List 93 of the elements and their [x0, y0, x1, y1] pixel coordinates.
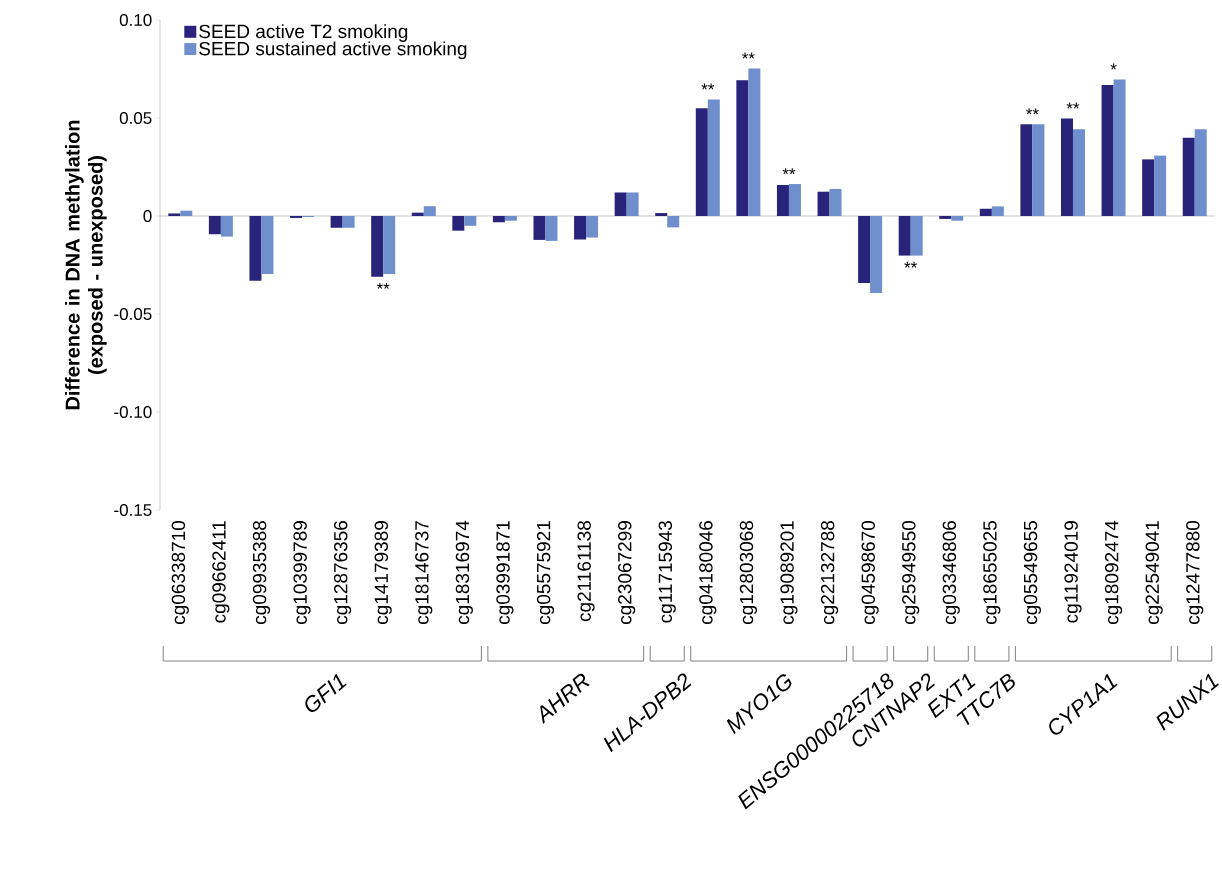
x-tick-label: cg25949550 — [902, 520, 920, 624]
bar — [858, 216, 871, 284]
x-tick-label: cg18092474 — [1104, 520, 1123, 624]
bar — [180, 210, 193, 216]
bar — [991, 206, 1004, 216]
bar — [788, 184, 801, 216]
annotation: ** — [1066, 102, 1080, 109]
y-tick-label: 0.05 — [119, 111, 152, 125]
bar — [939, 216, 952, 219]
x-tick-label: cg22132788 — [820, 521, 839, 624]
y-tick-label: -0.15 — [114, 503, 152, 517]
bar — [574, 216, 587, 240]
y-tick-label: -0.10 — [114, 405, 152, 419]
bar — [168, 213, 181, 216]
bar — [667, 216, 680, 228]
x-tick-label: cg05575921 — [536, 521, 555, 624]
bar — [586, 216, 599, 238]
x-tick-label: cg03991871 — [496, 521, 514, 624]
bar — [545, 216, 558, 241]
x-tick-label: cg12477880 — [1186, 520, 1204, 624]
bar — [626, 192, 639, 216]
bar — [504, 216, 517, 221]
x-tick-label: cg05549655 — [1023, 521, 1042, 624]
bar — [1072, 129, 1085, 216]
y-tick-label: 0.10 — [119, 13, 152, 27]
y-tick-label: 0 — [143, 209, 152, 223]
legend-label: SEED active T2 smoking — [199, 24, 408, 42]
bar — [330, 216, 343, 228]
x-tick-label: cg12876356 — [333, 521, 352, 624]
annotation: ** — [904, 261, 918, 268]
y-axis-title: Difference in DNA methylation (exposed - unexposed) — [64, 120, 107, 410]
x-tick-label: cg09935388 — [252, 521, 271, 624]
legend-label: SEED sustained active smoking — [199, 41, 467, 60]
bar — [1113, 79, 1126, 216]
x-tick-label: cg22549041 — [1145, 521, 1163, 624]
bar — [655, 213, 668, 216]
bar — [736, 80, 749, 216]
x-tick-label: cg21161138 — [577, 521, 595, 622]
bar — [411, 212, 424, 216]
bar — [1060, 118, 1073, 216]
bar — [707, 99, 720, 216]
bar — [951, 216, 964, 221]
bar — [817, 191, 830, 216]
bar — [776, 185, 789, 216]
x-tick-label: cg18146737 — [415, 521, 433, 624]
bar — [220, 216, 233, 237]
bar — [614, 192, 627, 216]
x-tick-label: cg14179389 — [374, 521, 392, 624]
x-tick-label: cg06338710 — [171, 520, 189, 624]
x-tick-label: cg04180046 — [699, 521, 717, 624]
annotation: ** — [742, 52, 755, 59]
bar — [371, 216, 384, 277]
x-tick-label: cg19089201 — [780, 521, 798, 624]
bar — [870, 216, 883, 294]
bar — [1182, 137, 1195, 216]
annotation: ** — [701, 83, 715, 90]
annotation: * — [1110, 63, 1117, 70]
bar — [1032, 124, 1045, 216]
x-tick-label: cg09662411 — [212, 521, 230, 623]
bar — [1154, 155, 1167, 216]
bar — [383, 216, 396, 275]
x-tick-label: cg18316974 — [455, 520, 473, 624]
x-tick-label: cg18655025 — [983, 521, 1001, 624]
bar — [452, 216, 465, 231]
bar — [829, 188, 842, 216]
bar — [249, 216, 262, 281]
bar — [898, 216, 911, 256]
x-tick-label: cg12803068 — [739, 521, 757, 624]
bar — [979, 208, 992, 216]
bar — [208, 216, 221, 235]
bar — [261, 216, 274, 275]
bar — [1194, 129, 1207, 216]
bar — [910, 216, 923, 256]
bar — [1020, 124, 1033, 216]
bar — [423, 206, 436, 216]
x-tick-label: cg11924019 — [1064, 521, 1082, 623]
x-tick-label: cg04598670 — [861, 520, 879, 624]
x-tick-label: cg10399789 — [293, 521, 311, 624]
x-tick-label: cg11715943 — [658, 521, 676, 623]
x-tick-label: cg03346806 — [942, 521, 960, 624]
annotation: ** — [782, 168, 796, 175]
x-tick-label: cg23067299 — [618, 521, 636, 624]
annotation: ** — [376, 282, 390, 289]
y-tick-label: -0.05 — [114, 307, 152, 321]
bar — [695, 108, 708, 216]
bar — [342, 216, 355, 228]
bar — [492, 216, 505, 223]
bar — [748, 68, 761, 216]
bar — [1101, 85, 1114, 216]
annotation: ** — [1026, 108, 1039, 115]
bar — [1142, 159, 1155, 216]
bar — [533, 216, 546, 240]
bar — [464, 216, 477, 226]
